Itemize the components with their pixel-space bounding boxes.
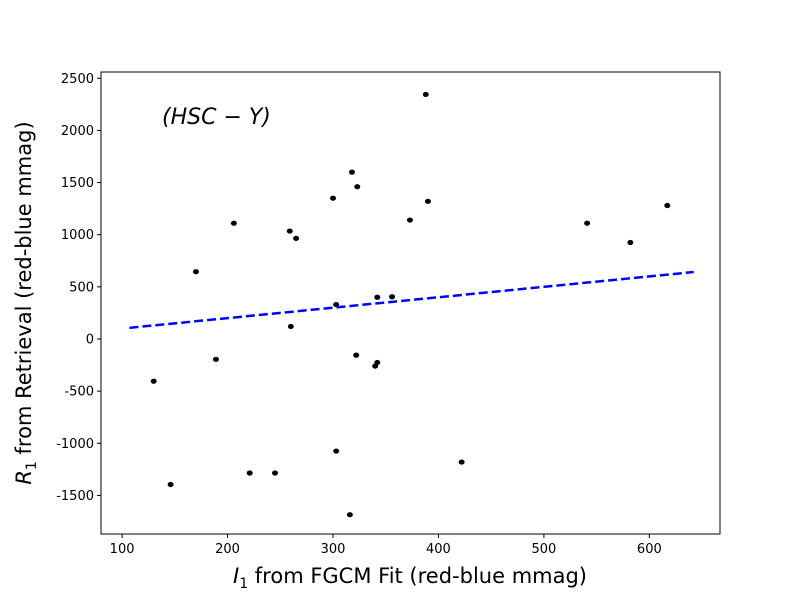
x-tick-label: 300 xyxy=(321,542,346,557)
x-axis-label-main: I xyxy=(233,564,239,588)
y-tick-label: 2500 xyxy=(61,72,94,87)
data-point xyxy=(348,169,355,175)
y-axis-ticks: -1500 -1000 -500 0 500 1000 1500 2000 2500 xyxy=(56,72,101,504)
data-point xyxy=(230,220,237,226)
data-point xyxy=(406,217,413,223)
y-axis-label: R1 from Retrieval (red-blue mmag) xyxy=(12,121,40,484)
y-tick-label: 500 xyxy=(69,280,94,295)
data-point xyxy=(422,91,429,98)
data-point xyxy=(329,195,336,201)
fit-line-group xyxy=(129,270,694,330)
y-tick-label: -1000 xyxy=(56,437,94,452)
x-tick-label: 400 xyxy=(426,542,451,557)
x-tick-label: 600 xyxy=(637,542,662,557)
data-point xyxy=(333,448,340,454)
data-point xyxy=(286,228,293,234)
x-axis-label-sub: 1 xyxy=(239,576,248,592)
data-point xyxy=(374,359,381,366)
x-axis-label-rest: from FGCM Fit (red-blue mmag) xyxy=(248,564,587,588)
data-point xyxy=(664,202,671,209)
data-point xyxy=(627,239,634,246)
x-axis-label: I1 from FGCM Fit (red-blue mmag) xyxy=(233,564,587,592)
fit-line xyxy=(129,270,694,330)
data-point xyxy=(287,323,294,330)
y-axis-label-main: R xyxy=(12,470,36,485)
x-tick-label: 200 xyxy=(215,542,240,557)
data-point xyxy=(389,294,396,300)
y-tick-label: 0 xyxy=(86,332,94,347)
x-tick-label: 100 xyxy=(110,542,135,557)
y-tick-label: 1000 xyxy=(61,228,94,243)
data-point xyxy=(346,512,353,518)
y-tick-label: 2000 xyxy=(61,124,94,139)
data-point xyxy=(424,198,431,204)
data-point xyxy=(458,459,465,465)
data-point xyxy=(333,301,340,308)
data-point xyxy=(374,294,381,300)
data-point xyxy=(246,470,253,476)
data-point xyxy=(584,220,591,226)
data-point xyxy=(293,235,300,241)
data-point xyxy=(212,356,219,362)
y-axis-label-sub: 1 xyxy=(24,461,40,470)
x-axis-ticks: 100 200 300 400 500 600 xyxy=(110,534,662,557)
data-point xyxy=(192,269,199,275)
y-tick-label: 1500 xyxy=(61,176,94,191)
data-point xyxy=(354,184,361,190)
data-points xyxy=(150,91,671,518)
y-tick-label: -1500 xyxy=(56,489,94,504)
data-point xyxy=(271,470,278,476)
data-point xyxy=(167,481,174,488)
y-tick-label: -500 xyxy=(64,385,94,400)
annotation-label: (HSC − Y) xyxy=(162,105,271,130)
y-axis-label-rest: from Retrieval (red-blue mmag) xyxy=(12,121,36,461)
x-tick-label: 500 xyxy=(531,542,556,557)
data-point xyxy=(353,352,360,358)
data-point xyxy=(150,378,157,384)
plot-area xyxy=(100,71,721,535)
